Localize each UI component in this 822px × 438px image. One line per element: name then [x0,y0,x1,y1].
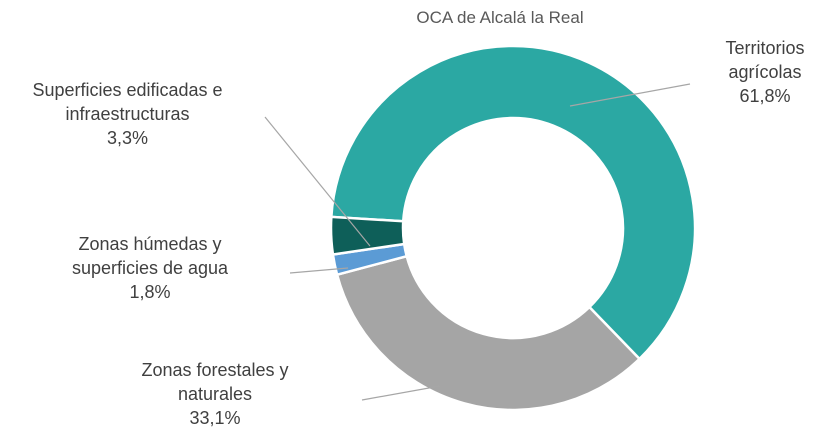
category-label: Superficies edificadas e infraestructura… [32,80,223,124]
value-label: 1,8% [129,282,171,302]
leader-line [569,83,691,107]
data-label: Territorios agrícolas 61,8% [705,36,822,108]
donut-segment [335,254,642,412]
category-label: Territorios agrícolas [725,38,805,82]
category-label: Zonas forestales y naturales [141,360,289,404]
category-label: Zonas húmedas y superficies de agua [71,234,229,278]
leader-line [361,385,441,401]
value-label: 3,3% [106,128,149,148]
data-label: Superficies edificadas e infraestructura… [0,78,255,150]
data-label: Zonas húmedas y superficies de agua 1,8% [40,232,260,304]
value-label: 61,8% [739,86,791,106]
value-label: 33,1% [189,408,241,428]
donut-segment [330,44,697,361]
data-label: Zonas forestales y naturales 33,1% [115,358,315,430]
leader-line [289,267,349,274]
donut-segment [329,215,406,256]
chart-title: OCA de Alcalá la Real [416,8,584,27]
leader-line [264,116,371,247]
